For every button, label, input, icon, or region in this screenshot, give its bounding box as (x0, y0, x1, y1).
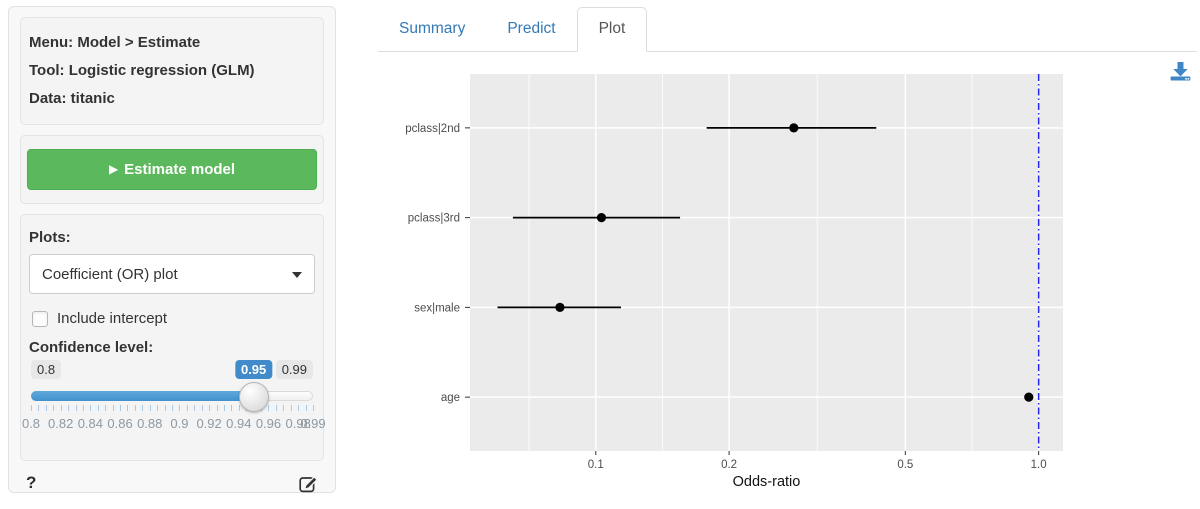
y-tick-label: pclass|2nd (405, 123, 460, 135)
plots-select-value: Coefficient (OR) plot (42, 265, 178, 283)
coefficient-plot: 0.1 0.2 0.5 1.0 pclass|2nd pclass|3rd sex|male… (405, 74, 1063, 490)
slider-grid-label: 0.9 (170, 416, 189, 431)
or-point (789, 123, 799, 133)
slider-grid-label: 0.84 (77, 416, 104, 431)
slider-grid-ticks (31, 405, 314, 413)
download-plot-button[interactable] (1170, 61, 1191, 81)
or-point (1024, 392, 1034, 402)
plot-panel (470, 74, 1063, 451)
caret-down-icon (292, 272, 302, 278)
x-axis-title: Odds-ratio (733, 474, 801, 490)
help-link[interactable]: ? (26, 473, 37, 492)
slider-grid-label: 0.86 (107, 416, 133, 431)
play-icon: ▶ (108, 162, 119, 176)
x-tick-label: 0.1 (588, 459, 604, 471)
slider-max-badge: 0.99 (275, 360, 313, 379)
include-intercept-label: Include intercept (57, 310, 168, 327)
tool-line: Tool: Logistic regression (GLM) (29, 62, 255, 79)
plots-select[interactable]: Coefficient (OR) plot (29, 254, 315, 294)
plot-tab-content: 0.1 0.2 0.5 1.0 pclass|2nd pclass|3rd sex|male… (378, 52, 1200, 504)
data-line: Data: titanic (29, 90, 115, 107)
slider-bar (31, 391, 254, 401)
y-tick-label: pclass|3rd (408, 213, 460, 225)
x-tick-label: 1.0 (1031, 459, 1047, 471)
confidence-slider: 0.8 0.95 0.99 0.8 0.82 0.84 0.86 0.88 0.9 0.92… (22, 360, 326, 446)
slider-value-badge: 0.95 (234, 360, 273, 379)
slider-grid-label: 0.96 (255, 416, 282, 431)
include-intercept-checkbox[interactable] (32, 310, 48, 327)
plot-options-well: Plots: Coefficient (OR) plot Include int… (20, 214, 326, 461)
tab-predict[interactable]: Predict (507, 20, 556, 37)
download-icon (1170, 62, 1191, 81)
slider-grid-label: 0.98 (285, 416, 311, 431)
slider-grid: 0.8 0.82 0.84 0.86 0.88 0.9 0.92 0.94 0.96 0.98 0.… (22, 416, 326, 432)
estimate-well: ▶ Estimate model (20, 135, 324, 204)
confidence-level-label: Confidence level: (29, 339, 154, 356)
slider-grid-label: 0.92 (196, 416, 222, 431)
edit-report-button[interactable] (299, 474, 318, 493)
plots-label: Plots: (29, 229, 71, 246)
slider-grid-label: 0.8 (21, 416, 41, 431)
menu-line: Menu: Model > Estimate (29, 34, 201, 51)
x-tick-label: 0.2 (721, 459, 737, 471)
tab-bar: Summary Predict Plot (378, 0, 1197, 52)
y-tick-label: sex|male (414, 302, 460, 314)
slider-grid-label: 0.82 (48, 416, 74, 431)
tab-plot[interactable]: Plot (576, 7, 648, 52)
x-tick-label: 0.5 (897, 459, 913, 471)
slider-grid-label: 0.94 (226, 416, 252, 431)
estimate-model-label: Estimate model (124, 161, 236, 178)
or-point (596, 213, 607, 223)
model-summary-well: Menu: Model > Estimate Tool: Logistic re… (20, 17, 324, 125)
sidebar: Menu: Model > Estimate Tool: Logistic re… (8, 6, 336, 493)
tab-summary[interactable]: Summary (399, 20, 466, 37)
y-tick-label: age (441, 392, 460, 404)
slider-handle[interactable] (238, 382, 269, 412)
slider-min-badge: 0.8 (31, 360, 62, 379)
or-point (555, 302, 565, 312)
pencil-square-icon (299, 475, 318, 492)
estimate-model-button[interactable]: ▶ Estimate model (27, 149, 317, 190)
slider-grid-label: 0.99 (300, 416, 326, 431)
slider-grid-label: 0.88 (137, 416, 163, 431)
